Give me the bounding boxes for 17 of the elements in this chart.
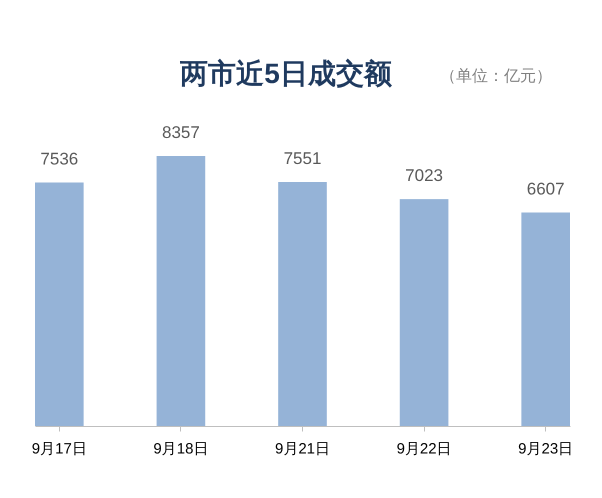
bar [400,199,448,426]
chart-title: 两市近5日成交额 [180,58,392,89]
bar [278,182,327,426]
data-label: 7023 [405,166,444,186]
text: （单位：亿元） [440,67,552,87]
bar [521,212,570,426]
bar [35,182,84,426]
data-label: 8357 [162,123,200,142]
bar [156,156,206,426]
x-tick-label: 9月21日 [274,440,330,458]
data-label: 7536 [40,150,78,169]
data-label: 7551 [284,149,322,168]
x-tick-label: 9月17日 [32,440,87,458]
data-label: 6607 [526,180,565,199]
x-tick-label: 9月23日 [518,440,574,458]
x-tick-label: 9月22日 [396,440,452,458]
x-tick-label: 9月18日 [153,440,208,458]
